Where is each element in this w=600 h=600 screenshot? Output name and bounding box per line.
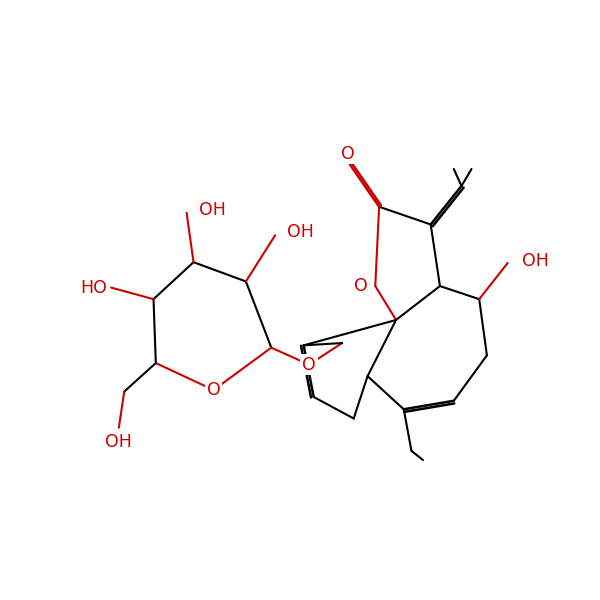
Text: OH: OH xyxy=(199,201,226,219)
Text: O: O xyxy=(302,356,316,374)
Text: O: O xyxy=(341,145,355,163)
Text: OH: OH xyxy=(521,251,548,269)
Text: OH: OH xyxy=(106,433,132,451)
Text: O: O xyxy=(206,381,220,399)
Text: OH: OH xyxy=(106,433,132,451)
Text: O: O xyxy=(206,381,220,399)
Text: OH: OH xyxy=(287,223,314,241)
Text: OH: OH xyxy=(521,251,548,269)
Text: OH: OH xyxy=(287,223,314,241)
Text: O: O xyxy=(341,145,355,163)
Text: O: O xyxy=(354,277,368,295)
Text: HO: HO xyxy=(80,278,107,296)
Text: HO: HO xyxy=(80,278,107,296)
Text: O: O xyxy=(354,277,368,295)
Text: O: O xyxy=(302,356,316,374)
Text: OH: OH xyxy=(199,201,226,219)
